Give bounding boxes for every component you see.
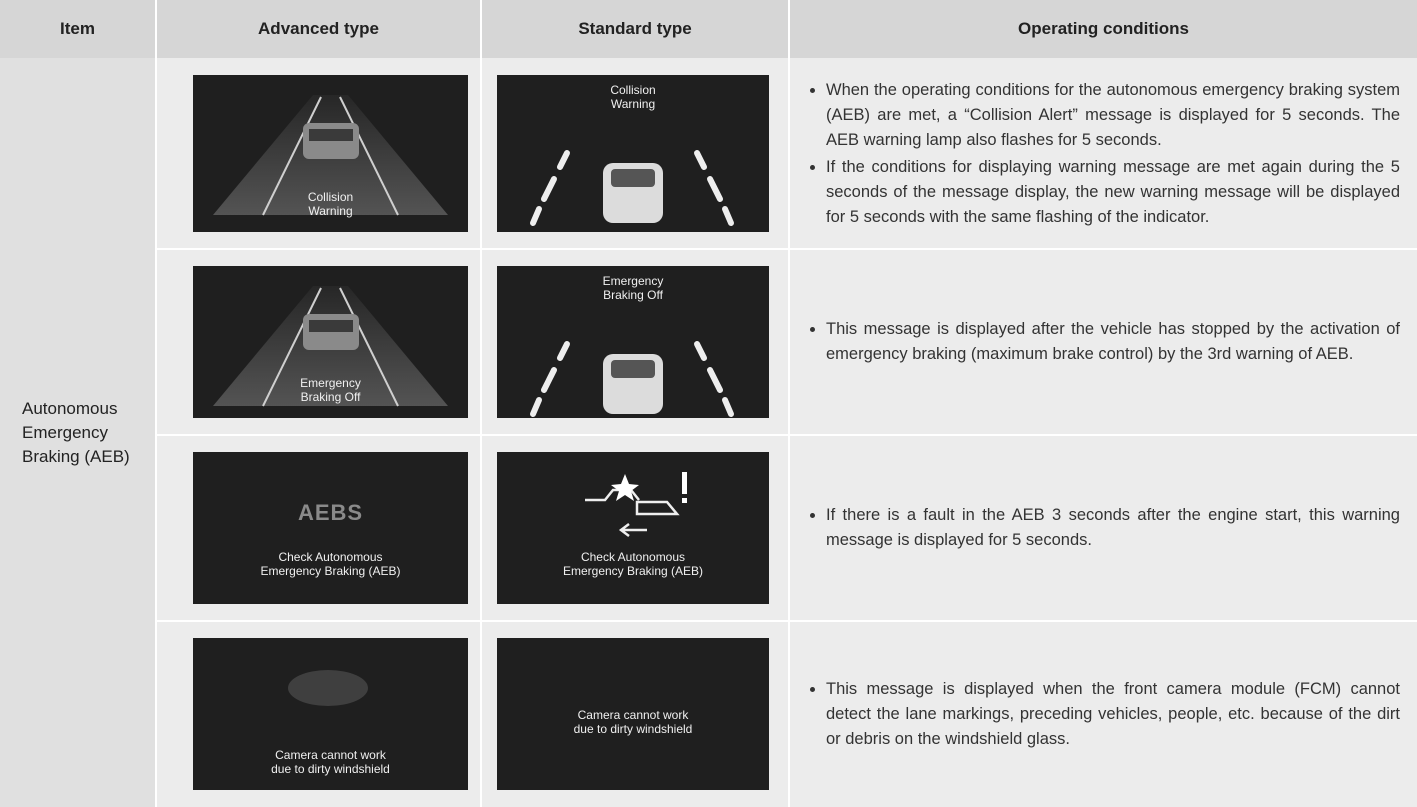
screen-caption: Emergency Braking Off [193,376,468,404]
screen-image: AEBS Check Autonomous Emergency Braking (A… [193,452,468,604]
bullet-list: If there is a fault in the AEB 3 seconds… [800,501,1400,555]
text-line: Emergency [602,274,664,288]
screen-caption: Camera cannot work due to dirty windshiel… [193,748,468,776]
screen-illustration [530,150,734,226]
screen-image: Emergency Braking Off [193,266,468,418]
conditions-cell: When the operating conditions for the au… [800,58,1400,249]
text-line: Braking Off [300,390,361,404]
item-text: Autonomous Emergency Braking (AEB) [22,397,130,469]
column-divider [155,0,157,807]
row-divider [157,620,1417,622]
header-cell: Standard type [482,0,788,58]
screen-image: Camera cannot work due to dirty windshiel… [193,638,468,790]
screen-image: Collision Warning [497,75,769,232]
text-line: Emergency [300,376,361,390]
screen-caption: Check Autonomous Emergency Braking (AEB) [193,550,468,578]
screen-image: Check Autonomous Emergency Braking (AEB) [497,452,769,604]
conditions-cell: If there is a fault in the AEB 3 seconds… [800,435,1400,621]
screen-image: Emergency Braking Off [497,266,769,418]
screen-image: Collision Warning [193,75,468,232]
icon-text: AEBS [297,500,364,525]
bullet-list: This message is displayed after the vehi… [800,315,1400,369]
text-line: Collision [610,83,656,97]
row-divider [157,248,1417,250]
item-cell: Autonomous Emergency Braking (AEB) [0,58,155,807]
row-divider [157,434,1417,436]
screen-image: Camera cannot work due to dirty windshiel… [497,638,769,790]
text-line: Emergency [22,422,108,442]
column-divider [480,0,482,807]
header-cell: Operating conditions [790,0,1417,58]
text-line: Braking (AEB) [22,446,130,466]
header-cell: Item [0,0,155,58]
header-cell: Advanced type [157,0,480,58]
bullet-item: If the conditions for displaying warning… [826,155,1400,230]
text-line: due to dirty windshield [573,722,693,736]
screen-caption: Collision Warning [193,190,468,218]
screen-caption: Camera cannot work due to dirty windshiel… [497,708,769,736]
text-line: Autonomous [22,398,118,418]
column-divider [788,0,790,807]
screen-caption: Collision Warning [497,83,769,111]
text-line: Check Autonomous [580,550,686,564]
bullet-list: This message is displayed when the front… [800,675,1400,754]
screen-caption: Emergency Braking Off [497,274,769,302]
text-line: Camera cannot work [577,708,689,722]
screen-illustration [288,670,368,706]
text-line: due to dirty windshield [271,762,390,776]
screen-illustration [213,95,448,216]
conditions-cell: This message is displayed when the front… [800,621,1400,807]
screen-illustration [530,341,734,417]
text-line: Emergency Braking (AEB) [260,564,401,578]
text-line: Collision [307,190,354,204]
text-line: Warning [610,97,656,111]
text-line: Camera cannot work [275,748,386,762]
bullet-item: When the operating conditions for the au… [826,78,1400,153]
bullet-item: This message is displayed after the vehi… [826,317,1400,367]
bullet-list: When the operating conditions for the au… [800,76,1400,232]
conditions-cell: This message is displayed after the vehi… [800,249,1400,435]
screen-illustration [585,472,687,537]
text-line: Emergency Braking (AEB) [562,564,704,578]
screen-illustration [213,286,448,407]
text-line: Braking Off [603,288,663,302]
bullet-item: If there is a fault in the AEB 3 seconds… [826,503,1400,553]
screen-caption: Check Autonomous Emergency Braking (AEB) [497,550,769,578]
bullet-item: This message is displayed when the front… [826,677,1400,752]
text-line: Check Autonomous [278,550,383,564]
text-line: Warning [308,204,353,218]
